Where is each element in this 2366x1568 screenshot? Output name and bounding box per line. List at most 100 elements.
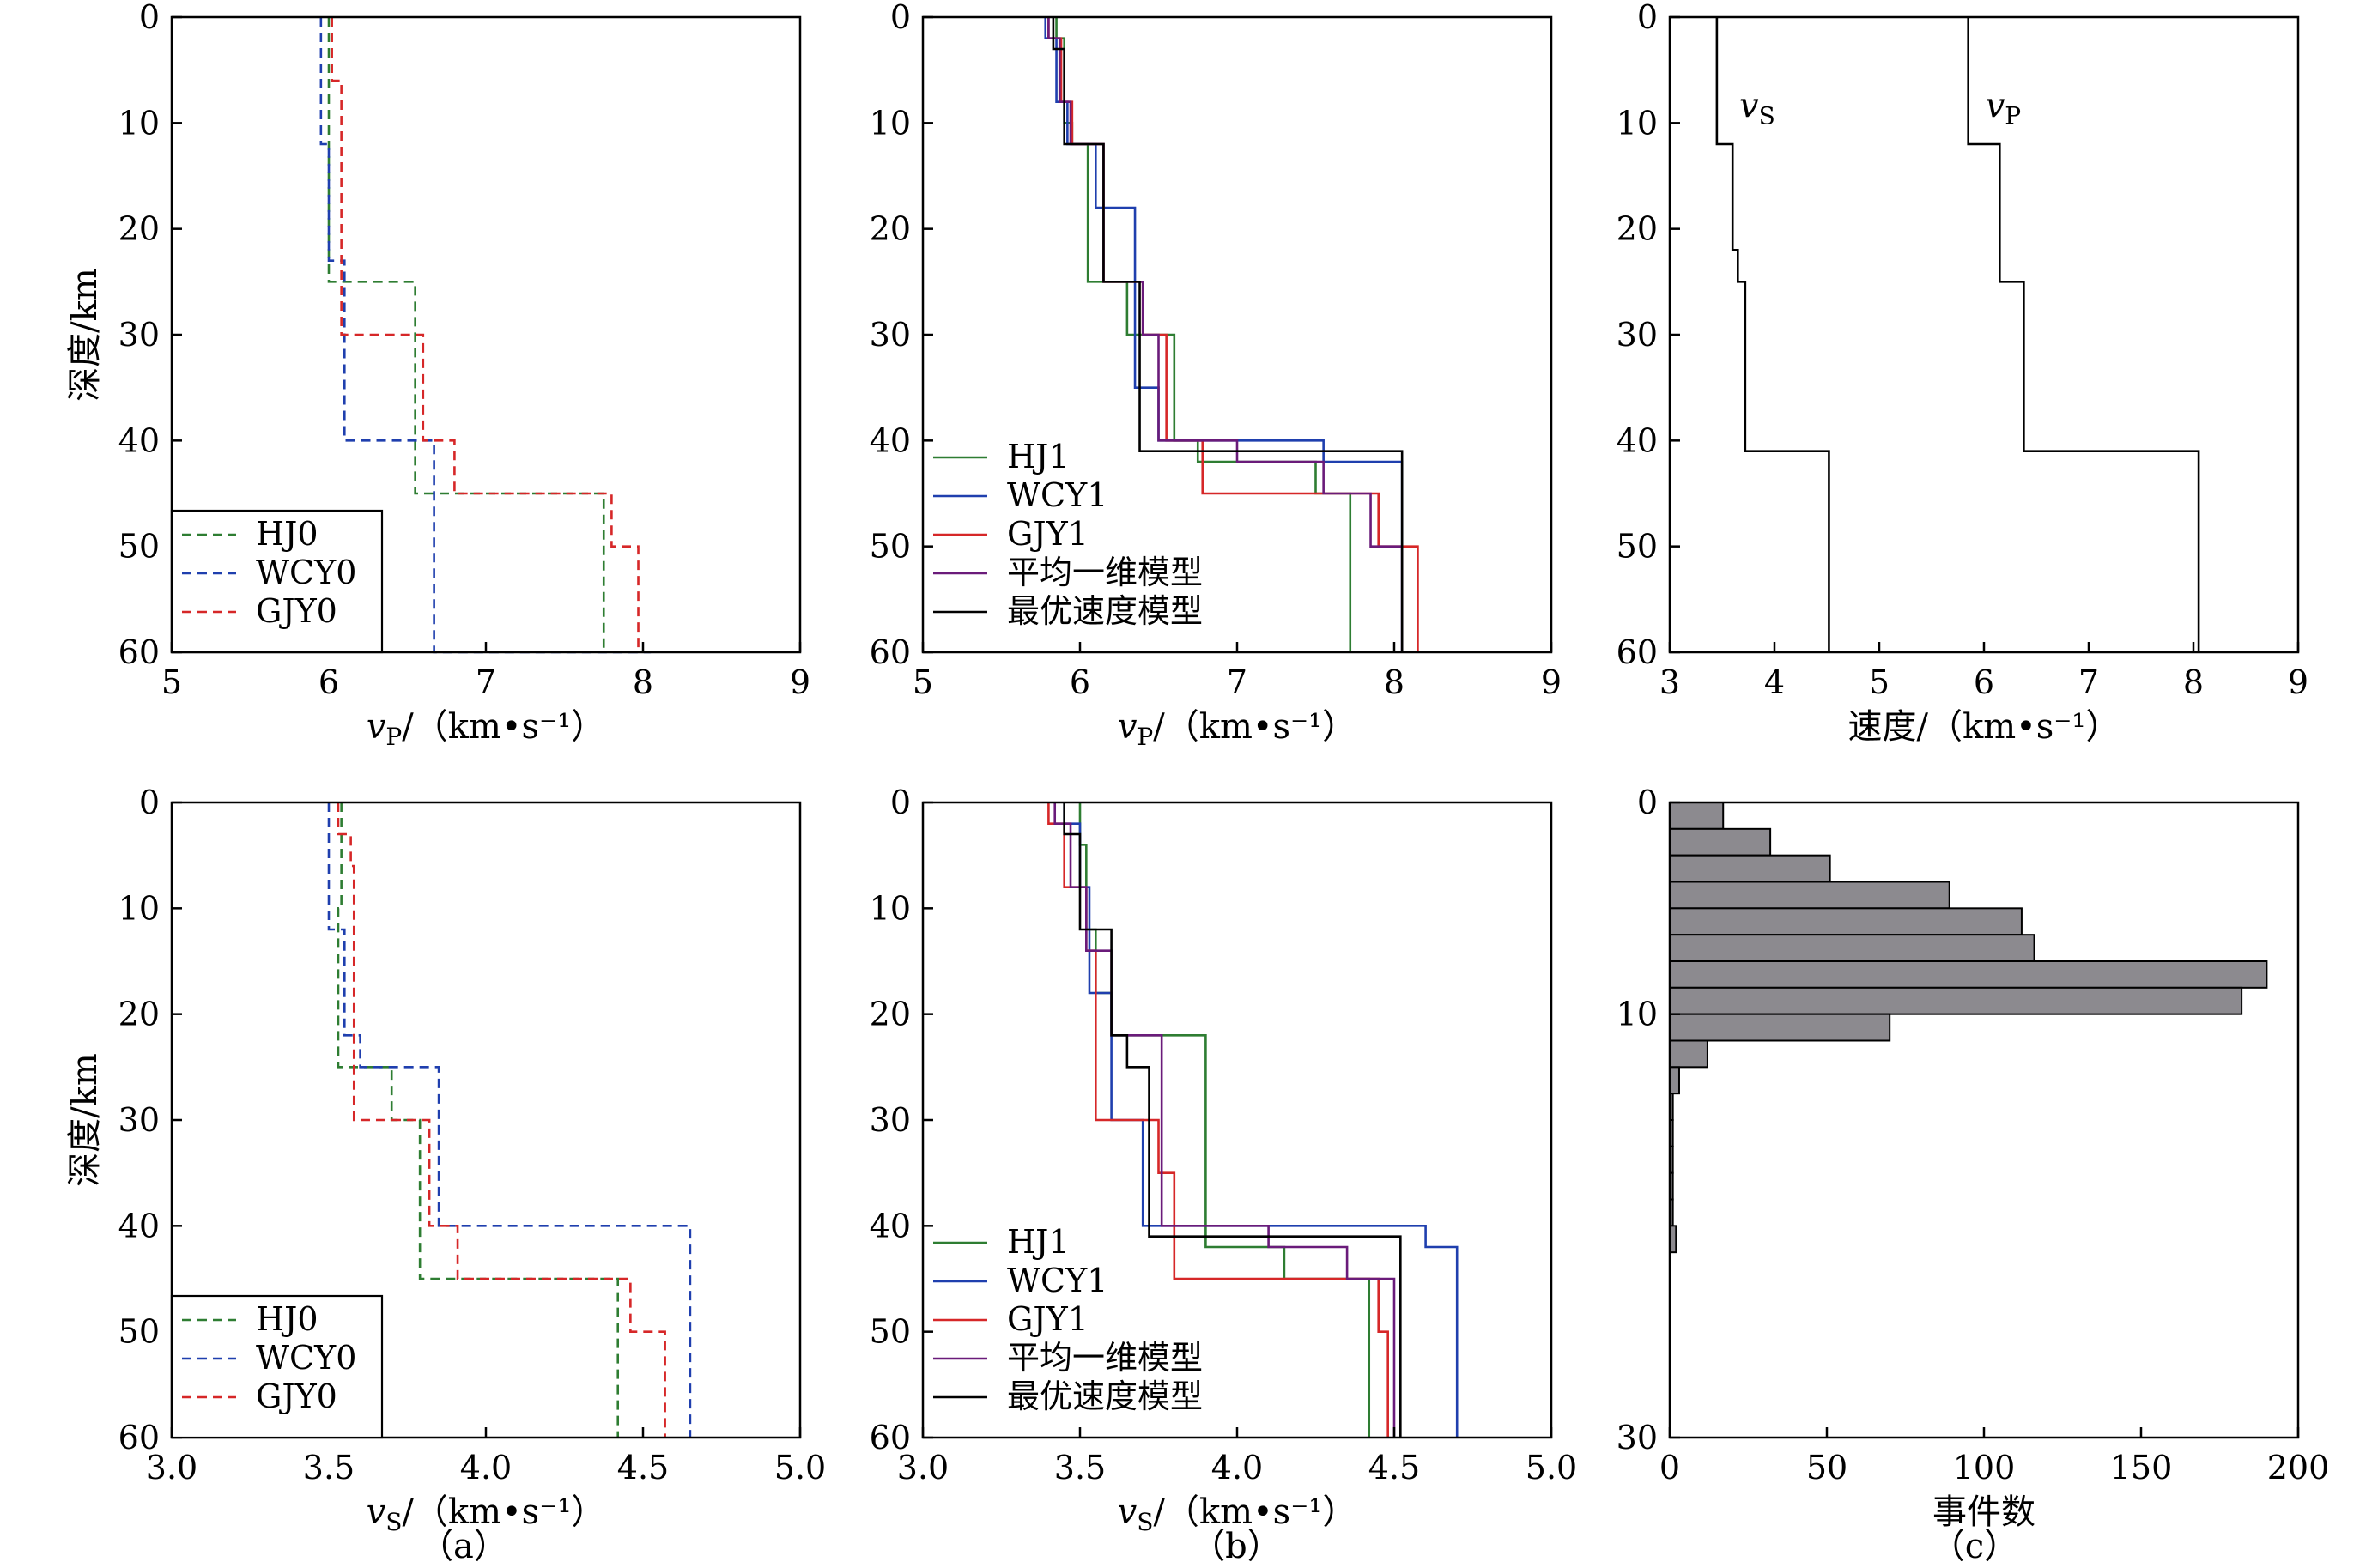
y-tick-label: 0: [890, 0, 911, 36]
legend-label: WCY1: [1007, 476, 1107, 514]
panel-c-top: 3 4 5 6 7 8 9 0 10 20 30 40 50 60 速度/（km•s⁻¹） vS vP: [1617, 0, 2308, 747]
histogram-bar: [1669, 907, 2023, 936]
y-tick-label: 40: [1617, 421, 1658, 459]
x-tick-label: 100: [1953, 1449, 2016, 1486]
x-tick-label: 8: [2183, 663, 2204, 701]
y-tick-label: 50: [1617, 528, 1658, 566]
y-tick-label: 60: [118, 633, 160, 671]
annotation-vS: vS: [1739, 87, 1775, 130]
y-tick-label: 10: [870, 104, 911, 142]
x-tick-label: 3.5: [303, 1449, 355, 1486]
x-tick-label: 9: [2288, 663, 2308, 701]
x-tick-label: 4.5: [617, 1449, 669, 1486]
series-line-3: [1053, 802, 1396, 1438]
y-tick-label: 40: [118, 1207, 160, 1244]
series-line-4: [1052, 17, 1404, 652]
y-tick-label: 50: [870, 1313, 911, 1351]
y-tick-label: 40: [870, 421, 911, 459]
legend-label: WCY1: [1007, 1262, 1107, 1299]
legend-label: HJ1: [1007, 1223, 1070, 1261]
panel-b-bottom: 3.0 3.5 4.0 4.5 5.0 0 10 20 30 40 50 60 vS/（km•s⁻¹） H…: [870, 784, 1578, 1536]
histogram-bar: [1669, 960, 2268, 989]
x-axis-label: vP/（km•s⁻¹）: [1118, 707, 1356, 751]
legend-label: 平均一维模型: [1007, 554, 1203, 591]
y-tick-label: 50: [870, 528, 911, 566]
annotation-vP: vP: [1986, 87, 2021, 130]
y-tick-label: 30: [118, 1101, 160, 1139]
x-axis-label: 事件数: [1932, 1492, 2035, 1532]
y-tick-label: 10: [870, 889, 911, 927]
panel-b-top: 5 6 7 8 9 0 10 20 30 40 50 60 vP/（km•s⁻¹） HJ1WCY1GJY1…: [870, 0, 1562, 751]
y-tick-label: 0: [1637, 784, 1658, 821]
panels: 5 6 7 8 90102030405060vP/（km•s⁻¹）深度/kmHJ0WCY…: [65, 0, 2329, 1536]
figure-label-b: （b）: [1191, 1527, 1282, 1566]
y-tick-label: 60: [118, 1419, 160, 1456]
x-tick-label: 4: [1764, 663, 1785, 701]
y-tick-label: 10: [1617, 104, 1658, 142]
x-tick-label: 4.5: [1368, 1449, 1420, 1486]
series-line-2: [337, 802, 666, 1438]
series-line-2: [331, 17, 640, 652]
legend-label: 最优速度模型: [1007, 1377, 1203, 1415]
histogram-bar: [1669, 854, 1831, 883]
y-tick-label: 0: [139, 784, 160, 821]
y-tick-label: 30: [870, 316, 911, 354]
x-tick-label: 0: [1659, 1449, 1680, 1486]
legend-label: GJY0: [256, 1377, 337, 1415]
legend-label: 平均一维模型: [1007, 1339, 1203, 1377]
legend-label: GJY0: [256, 592, 337, 630]
y-tick-label: 0: [1637, 0, 1658, 36]
y-tick-label: 40: [870, 1207, 911, 1244]
x-tick-label: 5: [1869, 663, 1890, 701]
y-tick-label: 20: [1617, 210, 1658, 248]
series-line-1: [319, 17, 652, 654]
x-tick-label: 200: [2267, 1449, 2330, 1486]
y-tick-label: 0: [890, 784, 911, 821]
x-tick-label: 9: [1541, 663, 1562, 701]
y-tick-label: 10: [118, 104, 160, 142]
series-line-4: [1063, 802, 1402, 1438]
legend-label: GJY1: [1007, 515, 1089, 553]
x-tick-label: 3.5: [1054, 1449, 1106, 1486]
series-line-1: [327, 802, 692, 1438]
x-tick-label: 5: [913, 663, 933, 701]
x-axis-label: vS/（km•s⁻¹）: [1118, 1492, 1357, 1536]
x-tick-label: 3: [1659, 663, 1680, 701]
legend-label: HJ0: [256, 515, 318, 553]
x-tick-label: 4.0: [1211, 1449, 1263, 1486]
x-tick-label: 9: [790, 663, 810, 701]
histogram-bar: [1669, 802, 1725, 830]
y-tick-label: 50: [118, 528, 160, 566]
x-tick-label: 50: [1806, 1449, 1847, 1486]
x-tick-label: 4.0: [460, 1449, 512, 1486]
x-axis-label: vP/（km•s⁻¹）: [367, 707, 605, 751]
y-tick-label: 40: [118, 421, 160, 459]
y-axis-label: 深度/km: [65, 268, 105, 402]
histogram-bar: [1669, 881, 1950, 910]
x-tick-label: 8: [633, 663, 653, 701]
y-tick-label: 20: [118, 210, 160, 248]
y-tick-label: 60: [870, 633, 911, 671]
legend-label: WCY0: [256, 1339, 356, 1377]
series-line-2: [1047, 802, 1389, 1438]
legend-label: WCY0: [256, 554, 356, 591]
histogram-bar: [1669, 986, 2243, 1015]
series-line-3: [1047, 17, 1404, 652]
x-tick-label: 7: [1227, 663, 1247, 701]
x-tick-label: 150: [2110, 1449, 2173, 1486]
y-tick-label: 20: [870, 996, 911, 1033]
y-tick-label: 50: [118, 1313, 160, 1351]
y-tick-label: 60: [1617, 633, 1658, 671]
y-axis-label: 深度/km: [65, 1053, 105, 1187]
y-tick-label: 20: [118, 996, 160, 1033]
y-tick-label: 30: [118, 316, 160, 354]
histogram-bar: [1669, 1013, 1891, 1042]
y-tick-label: 0: [139, 0, 160, 36]
x-tick-label: 6: [1070, 663, 1090, 701]
x-tick-label: 7: [2078, 663, 2099, 701]
x-axis-label: 速度/（km•s⁻¹）: [1848, 707, 2120, 747]
